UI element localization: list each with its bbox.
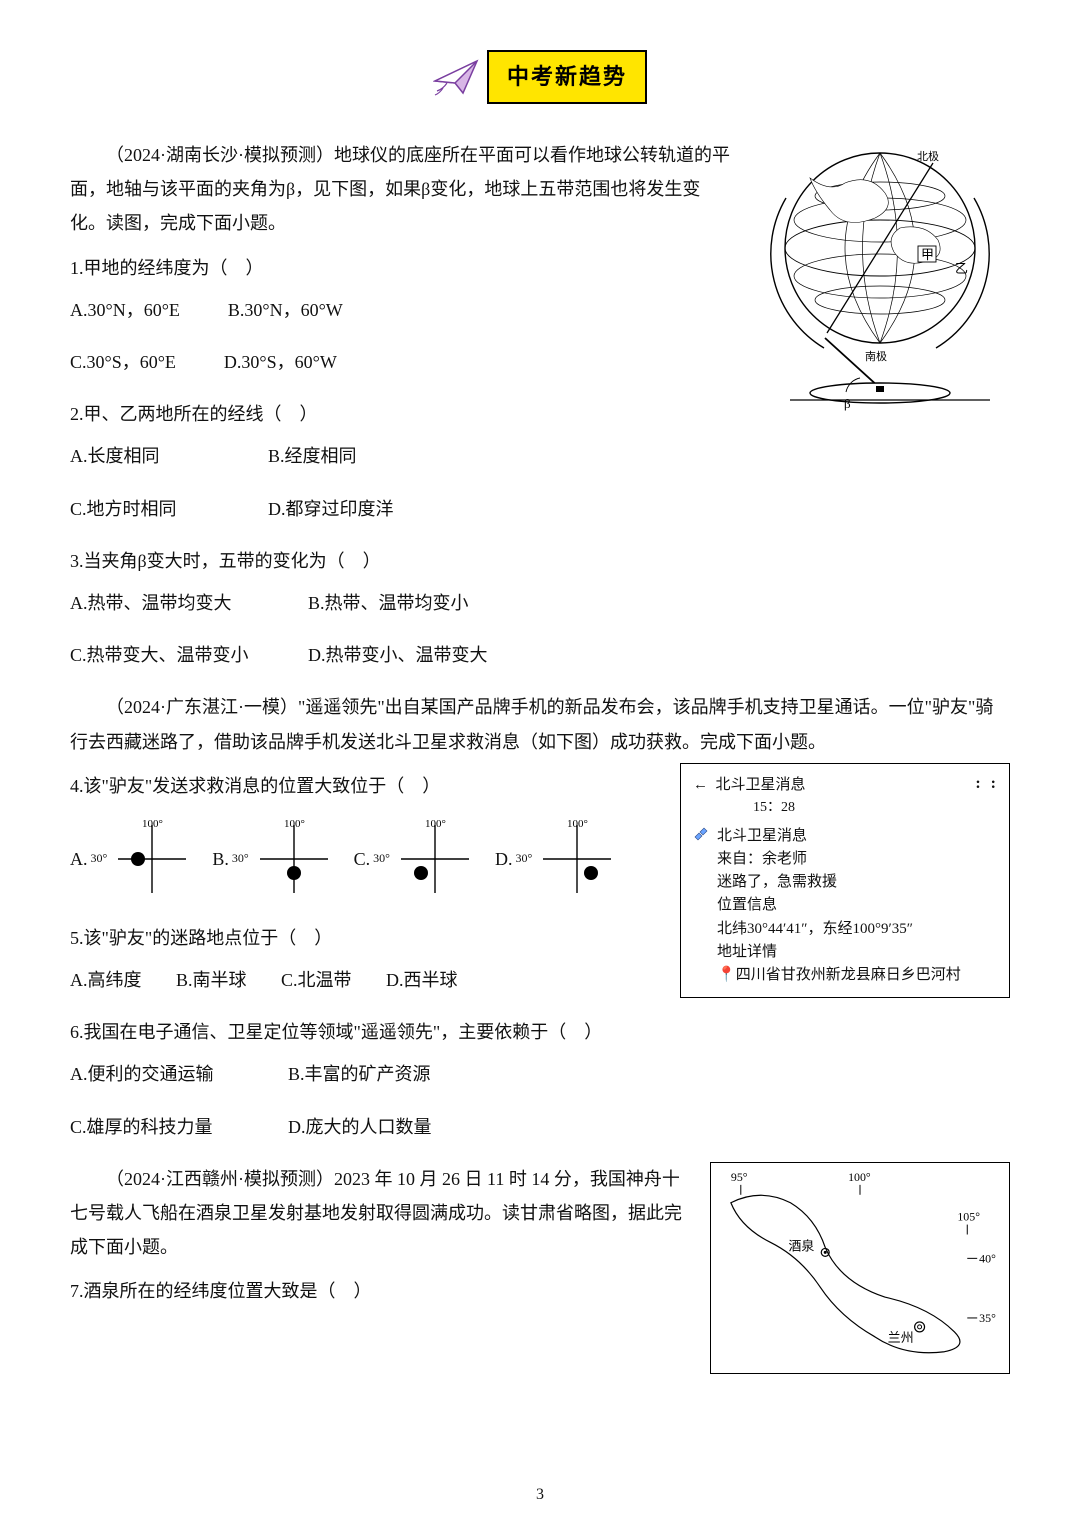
info-box: : : ← 北斗卫星消息 15：28 北斗卫星消息 来自：余老师 迷路了，急需救… <box>680 763 1010 999</box>
q5-opt-c: C.北温带 <box>281 963 352 997</box>
q6-options-row1: A.便利的交通运输 B.丰富的矿产资源 <box>70 1057 1010 1091</box>
q4-opt-b-label: B. <box>212 842 229 876</box>
info-time: 15：28 <box>753 797 997 819</box>
q1-options-row1: A.30°N，60°E B.30°N，60°W <box>70 293 730 327</box>
q4-opt-d-label: D. <box>495 842 513 876</box>
q3-opt-c: C.热带变大、温带变小 <box>70 638 260 672</box>
s2-intro: （2024·广东湛江·一模）"遥遥领先"出自某国产品牌手机的新品发布会，该品牌手… <box>70 690 1010 758</box>
info-loc-label: 位置信息 <box>717 894 961 917</box>
q1-opt-d: D.30°S，60°W <box>224 345 337 379</box>
gansu-map: 95° 100° 105° 40° 35° 酒泉 兰州 <box>710 1162 1010 1374</box>
info-msg-title: 北斗卫星消息 <box>717 825 961 848</box>
globe-beta-label: β <box>844 396 851 411</box>
svg-text:100°: 100° <box>425 818 446 830</box>
q4-c-lat: 30° <box>373 847 390 870</box>
globe-svg: 甲 乙 北极 南极 β <box>750 138 1010 418</box>
globe-yi-label: 乙 <box>955 261 968 276</box>
q3-options-row1: A.热带、温带均变大 B.热带、温带均变小 <box>70 586 1010 620</box>
svg-text:100°: 100° <box>142 818 163 830</box>
q2-opt-d: D.都穿过印度洋 <box>268 492 394 526</box>
q4-opt-c: C. 30° 100° <box>354 817 477 901</box>
info-loc-value: 北纬30°44′41″，东经100°9′35″ <box>717 918 961 941</box>
globe-south-label: 南极 <box>865 349 887 363</box>
pin-icon: 📍 <box>717 967 736 983</box>
page-number: 3 <box>0 1480 1080 1510</box>
map-lat40: 40° <box>979 1251 996 1265</box>
q5-opt-d: D.西半球 <box>386 963 458 997</box>
q4-a-lat: 30° <box>91 847 108 870</box>
q6-opt-b: B.丰富的矿产资源 <box>288 1057 431 1091</box>
q1-opt-b: B.30°N，60°W <box>228 293 343 327</box>
svg-text:100°: 100° <box>567 818 588 830</box>
q6-opt-a: A.便利的交通运输 <box>70 1057 240 1091</box>
globe-figure: 甲 乙 北极 南极 β <box>750 138 1010 429</box>
globe-jia-label: 甲 <box>921 247 934 262</box>
q6-opt-c: C.雄厚的科技力量 <box>70 1110 240 1144</box>
info-addr-label: 地址详情 <box>717 941 961 964</box>
q4-opt-a: A. 30° 100° <box>70 817 194 901</box>
banner-inner: 中考新趋势 <box>433 50 647 104</box>
q6-options-row2: C.雄厚的科技力量 D.庞大的人口数量 <box>70 1110 1010 1144</box>
info-body: 迷路了，急需救援 <box>717 871 961 894</box>
svg-text:100°: 100° <box>284 818 305 830</box>
gansu-map-svg: 95° 100° 105° 40° 35° 酒泉 兰州 <box>711 1163 1009 1362</box>
map-lon95: 95° <box>731 1170 748 1184</box>
q5-opt-a: A.高纬度 <box>70 963 142 997</box>
q3-opt-d: D.热带变小、温带变大 <box>308 638 488 672</box>
q5-opt-b: B.南半球 <box>176 963 247 997</box>
q3-opt-a: A.热带、温带均变大 <box>70 586 260 620</box>
q4-c-svg: 100° <box>393 817 477 901</box>
q3-options-row2: C.热带变大、温带变小 D.热带变小、温带变大 <box>70 638 1010 672</box>
banner: 中考新趋势 <box>70 50 1010 108</box>
q4-opt-a-label: A. <box>70 842 88 876</box>
q4-opt-c-label: C. <box>354 842 371 876</box>
map-lat35: 35° <box>979 1311 996 1325</box>
q4-d-svg: 100° <box>535 817 619 901</box>
map-lanzhou: 兰州 <box>888 1330 914 1345</box>
q4-b-lat: 30° <box>232 847 249 870</box>
q4-d-lat: 30° <box>515 847 532 870</box>
q6-text: 6.我国在电子通信、卫星定位等领域"遥遥领先"，主要依赖于（ ） <box>70 1015 1010 1049</box>
q2-opt-c: C.地方时相同 <box>70 492 220 526</box>
globe-north-label: 北极 <box>917 149 939 163</box>
map-lon100: 100° <box>848 1170 871 1184</box>
info-sat-block: 北斗卫星消息 来自：余老师 迷路了，急需救援 位置信息 北纬30°44′41″，… <box>693 825 997 988</box>
arrow-icon: ← <box>693 777 712 793</box>
q2-options-row1: A.长度相同 B.经度相同 <box>70 439 1010 473</box>
q1-opt-a: A.30°N，60°E <box>70 293 180 327</box>
info-addr-value: 四川省甘孜州新龙县麻日乡巴河村 <box>736 967 961 983</box>
info-title: 北斗卫星消息 <box>716 777 806 793</box>
q3-text: 3.当夹角β变大时，五带的变化为（ ） <box>70 544 1010 578</box>
q4-opt-b: B. 30° 100° <box>212 817 335 901</box>
phone-info-box: : : ← 北斗卫星消息 15：28 北斗卫星消息 来自：余老师 迷路了，急需救… <box>680 763 1010 999</box>
banner-title: 中考新趋势 <box>487 50 647 104</box>
q6-opt-d: D.庞大的人口数量 <box>288 1110 432 1144</box>
info-header: ← 北斗卫星消息 <box>693 774 997 797</box>
info-sat-text: 北斗卫星消息 来自：余老师 迷路了，急需救援 位置信息 北纬30°44′41″，… <box>717 825 961 988</box>
dots-icon: : : <box>975 772 999 797</box>
q4-a-svg: 100° <box>110 817 194 901</box>
satellite-icon <box>693 825 711 851</box>
q2-options-row2: C.地方时相同 D.都穿过印度洋 <box>70 492 1010 526</box>
info-from: 来自：余老师 <box>717 848 961 871</box>
q4-b-svg: 100° <box>252 817 336 901</box>
q4-coord-options: A. 30° 100° B. 30° 100° C. 30° 100° D. 3… <box>70 817 660 901</box>
q1-options-row2: C.30°S，60°E D.30°S，60°W <box>70 345 730 379</box>
map-lon105: 105° <box>957 1209 980 1223</box>
q4-opt-d: D. 30° 100° <box>495 817 619 901</box>
q2-opt-a: A.长度相同 <box>70 439 220 473</box>
paper-plane-icon <box>433 57 481 97</box>
q2-opt-b: B.经度相同 <box>268 439 357 473</box>
q3-opt-b: B.热带、温带均变小 <box>308 586 469 620</box>
q1-opt-c: C.30°S，60°E <box>70 345 176 379</box>
info-addr-row: 📍四川省甘孜州新龙县麻日乡巴河村 <box>717 964 961 987</box>
map-jiuquan: 酒泉 <box>788 1238 814 1253</box>
